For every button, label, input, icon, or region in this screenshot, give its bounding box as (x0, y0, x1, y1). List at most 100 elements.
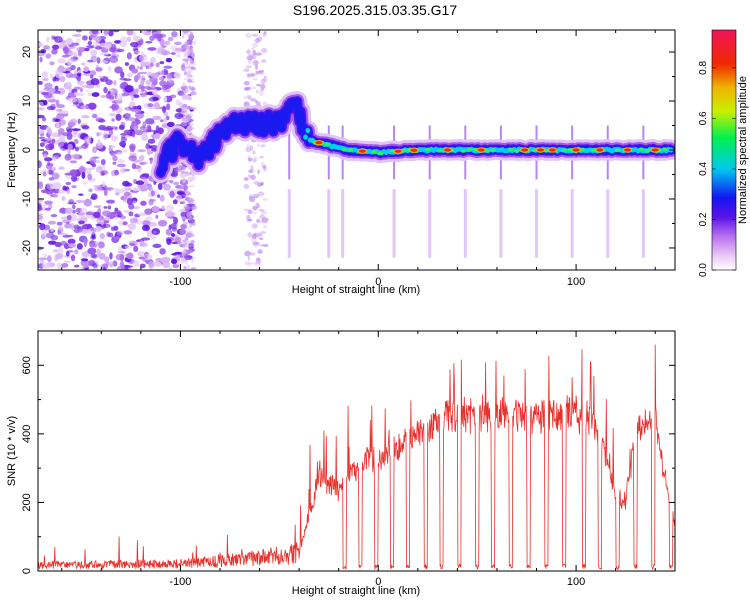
noise-blob (112, 30, 120, 33)
noise-blob (146, 124, 151, 132)
noise-blob (43, 45, 50, 50)
noise-blob (144, 225, 149, 230)
noise-blob (79, 84, 83, 89)
noise-blob (45, 53, 52, 59)
chart-title: S196.2025.315.03.35.G17 (292, 2, 458, 18)
noise-blob (187, 62, 192, 68)
noise-blob (57, 58, 66, 64)
noise-blob (54, 241, 62, 248)
noise-blob (133, 35, 141, 42)
noise-blob (103, 86, 108, 94)
noise-blob (76, 47, 80, 52)
noise-blob (87, 41, 93, 46)
noise-blob (139, 263, 146, 269)
noise-blob (139, 161, 148, 165)
noise-blob (124, 135, 132, 138)
noise-blob (46, 105, 55, 111)
noise-blob (157, 219, 168, 227)
noise-blob (251, 211, 258, 215)
noise-blob (47, 87, 57, 95)
noise-blob (42, 77, 49, 82)
noise-blob (70, 175, 78, 182)
noise-blob (244, 250, 251, 257)
noise-blob (77, 49, 82, 57)
noise-blob (138, 71, 148, 75)
noise-blob (129, 217, 139, 224)
noise-blob (74, 249, 79, 255)
colorbar-label: Normalized spectral amplitude (737, 76, 749, 224)
noise-blob (119, 254, 125, 262)
noise-blob (142, 257, 147, 262)
noise-blob (126, 252, 134, 260)
noise-blob (260, 83, 266, 90)
noise-blob (44, 200, 54, 205)
noise-blob (38, 107, 45, 111)
noise-blob (168, 79, 175, 84)
noise-blob (38, 114, 45, 119)
noise-blob (97, 139, 101, 146)
noise-blob (180, 216, 187, 219)
noise-blob (99, 52, 110, 56)
noise-blob (69, 56, 79, 62)
noise-blob (92, 211, 101, 219)
noise-blob (147, 106, 157, 110)
noise-blob (42, 253, 48, 258)
noise-blob (79, 229, 88, 234)
noise-blob (141, 134, 148, 141)
noise-blob (147, 65, 152, 70)
noise-blob (138, 154, 145, 162)
noise-blob (254, 260, 260, 267)
noise-blob (256, 89, 259, 94)
noise-blob (122, 221, 128, 226)
noise-blob (108, 99, 115, 102)
noise-blob (180, 121, 188, 127)
noise-blob (243, 183, 250, 190)
noise-blob (187, 179, 193, 183)
noise-blob (50, 214, 58, 218)
noise-blob (189, 45, 193, 49)
noise-blob (107, 66, 112, 72)
noise-blob (114, 66, 123, 74)
noise-blob (188, 184, 195, 188)
noise-blob (182, 118, 189, 123)
noise-blob (259, 90, 264, 97)
noise-blob (191, 258, 194, 263)
noise-blob (38, 160, 42, 168)
noise-blob (137, 250, 145, 257)
noise-blob (123, 230, 133, 235)
noise-blob (256, 83, 262, 87)
noise-blob (120, 71, 125, 79)
noise-blob (38, 42, 44, 47)
noise-blob (263, 75, 267, 78)
noise-blob (75, 38, 81, 43)
noise-blob (58, 166, 65, 170)
ridge-core (324, 142, 330, 147)
ridge-core (377, 151, 384, 155)
noise-blob (51, 156, 57, 161)
noise-blob (253, 158, 256, 163)
noise-blob (121, 92, 130, 97)
noise-blob (122, 198, 127, 203)
noise-blob (255, 52, 263, 56)
noise-blob (38, 215, 44, 220)
noise-blob (90, 235, 97, 240)
noise-blob (116, 265, 123, 270)
noise-blob (253, 181, 261, 185)
noise-blob (103, 43, 112, 50)
noise-blob (134, 129, 144, 136)
noise-blob (148, 198, 154, 206)
ridge-hotspot (624, 148, 632, 152)
noise-blob (109, 46, 117, 53)
noise-blob (87, 173, 93, 181)
noise-blob (151, 82, 156, 90)
noise-blob (174, 251, 183, 255)
x-tick-label: 100 (567, 576, 585, 588)
noise-blob (101, 210, 111, 217)
noise-blob (114, 188, 125, 194)
noise-blob (116, 163, 127, 168)
noise-blob (60, 240, 68, 246)
noise-blob (52, 181, 62, 190)
noise-blob (39, 56, 43, 63)
noise-blob (61, 263, 69, 268)
noise-blob (186, 214, 193, 221)
